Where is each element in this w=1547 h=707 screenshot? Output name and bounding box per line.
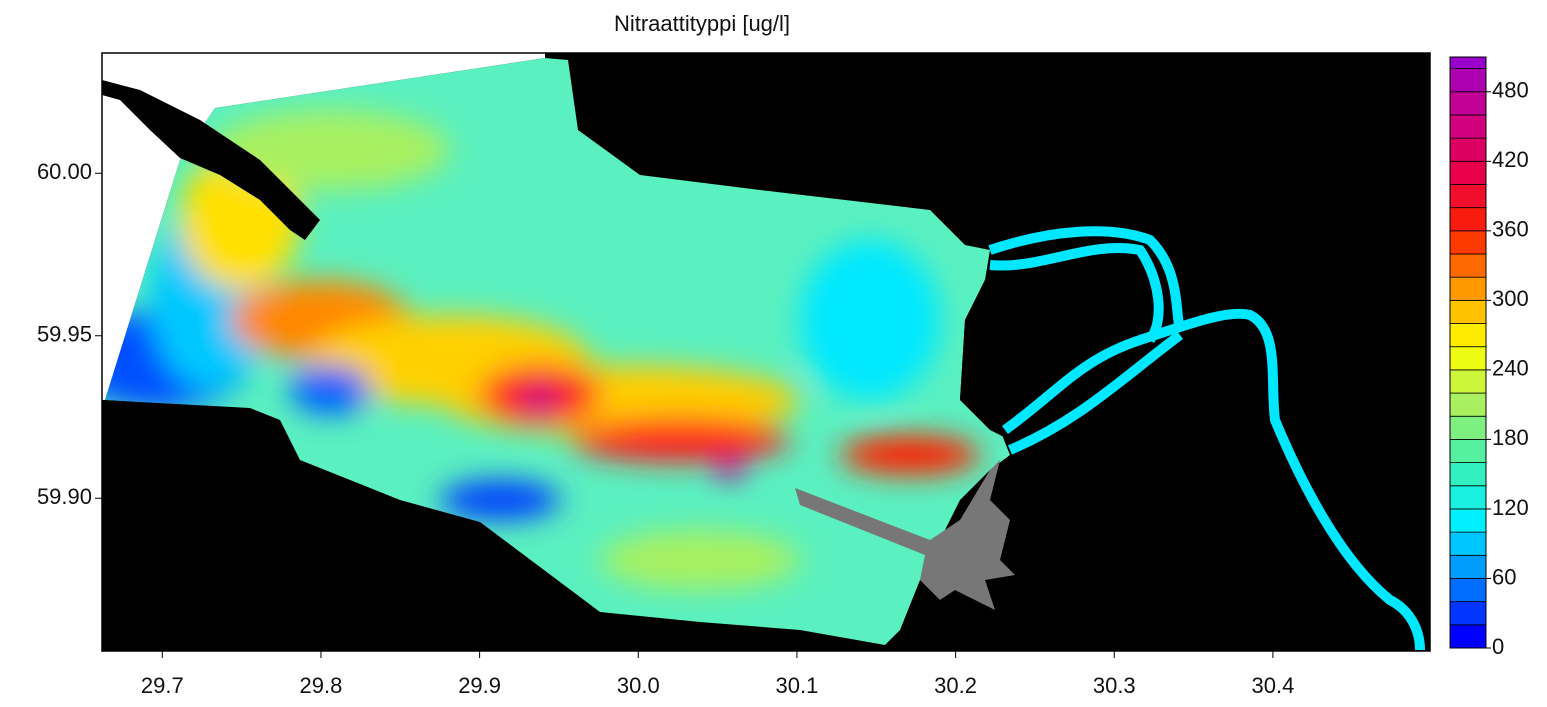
colorbar-cell <box>1449 462 1487 487</box>
colorbar-tick-label: 60 <box>1492 564 1516 589</box>
colorbar-cell <box>1449 160 1487 185</box>
colorbar-tick-label: 360 <box>1492 217 1529 242</box>
colorbar-cell <box>1449 276 1487 301</box>
colorbar-cell <box>1449 369 1487 394</box>
x-tick-label: 29.8 <box>300 673 343 698</box>
colorbar-cell <box>1449 68 1487 93</box>
colorbar-cell <box>1449 346 1487 371</box>
colorbar-frame <box>1449 56 1487 649</box>
colorbar-cell <box>1449 415 1487 440</box>
colorbar-tick-label: 420 <box>1492 147 1529 172</box>
colorbar-tick-label: 480 <box>1492 78 1529 103</box>
x-tick-label: 30.2 <box>934 673 977 698</box>
y-tick-label: 60.00 <box>37 159 92 184</box>
y-tick-label: 59.95 <box>37 322 92 347</box>
x-tick-label: 29.7 <box>141 673 184 698</box>
x-tick-label: 29.9 <box>458 673 501 698</box>
colorbar-tick-label: 120 <box>1492 495 1529 520</box>
colorbar-cell <box>1449 230 1487 255</box>
colorbar-cell <box>1449 578 1487 603</box>
delta-island <box>960 280 1170 440</box>
port <box>795 460 1015 610</box>
colorbar-cell <box>1449 299 1487 324</box>
colorbar-cell <box>1449 207 1487 232</box>
colorbar-cell <box>1449 114 1487 139</box>
x-tick-label: 30.3 <box>1093 673 1136 698</box>
colorbar-cell <box>1449 137 1487 162</box>
colorbar-cell <box>1449 439 1487 463</box>
colorbar-tick-label: 180 <box>1492 425 1529 450</box>
plot-frame <box>101 52 1431 652</box>
y-tick-label: 59.90 <box>37 484 92 509</box>
colorbar-cell <box>1449 392 1487 417</box>
island <box>102 80 320 240</box>
colorbar-cell <box>1449 323 1487 348</box>
colorbar-cell <box>1449 485 1487 510</box>
colorbar-tick-label: 300 <box>1492 286 1529 311</box>
colorbar-cell <box>1449 554 1487 579</box>
rivers <box>988 226 1425 651</box>
colorbar-cell <box>1449 56 1487 69</box>
x-tick-label: 30.0 <box>617 673 660 698</box>
colorbar-cell <box>1449 531 1487 556</box>
chart-title: Nitraattityppi [ug/l] <box>614 11 790 36</box>
map <box>101 52 1431 652</box>
colorbar-cell <box>1449 624 1487 649</box>
x-tick-label: 30.4 <box>1252 673 1295 698</box>
colorbar-cell <box>1449 91 1487 116</box>
colorbar-cell <box>1449 601 1487 626</box>
colorbar-cell <box>1449 508 1487 533</box>
x-tick-label: 30.1 <box>776 673 819 698</box>
colorbar-tick-label: 0 <box>1492 634 1504 659</box>
colorbar-cell <box>1449 253 1487 278</box>
colorbar-cell <box>1449 184 1487 209</box>
outside-area <box>102 53 545 400</box>
colorbar-tick-label: 240 <box>1492 356 1529 381</box>
